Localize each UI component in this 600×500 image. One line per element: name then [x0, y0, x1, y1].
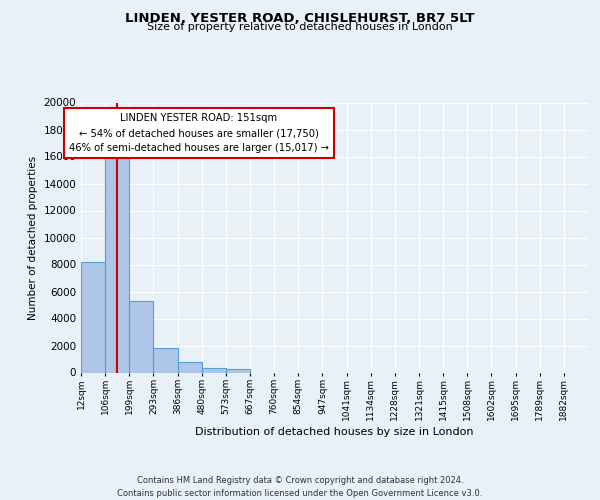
Text: Size of property relative to detached houses in London: Size of property relative to detached ho… — [147, 22, 453, 32]
Bar — [202, 368, 226, 372]
Text: LINDEN YESTER ROAD: 151sqm
← 54% of detached houses are smaller (17,750)
46% of : LINDEN YESTER ROAD: 151sqm ← 54% of deta… — [68, 114, 329, 153]
Bar — [105, 148, 129, 372]
X-axis label: Distribution of detached houses by size in London: Distribution of detached houses by size … — [195, 427, 474, 437]
Y-axis label: Number of detached properties: Number of detached properties — [28, 156, 38, 320]
Bar — [154, 348, 178, 372]
Text: Contains HM Land Registry data © Crown copyright and database right 2024.
Contai: Contains HM Land Registry data © Crown c… — [118, 476, 482, 498]
Bar — [178, 362, 202, 372]
Text: LINDEN, YESTER ROAD, CHISLEHURST, BR7 5LT: LINDEN, YESTER ROAD, CHISLEHURST, BR7 5L… — [125, 12, 475, 26]
Bar — [81, 262, 105, 372]
Bar — [226, 369, 250, 372]
Bar — [129, 301, 154, 372]
